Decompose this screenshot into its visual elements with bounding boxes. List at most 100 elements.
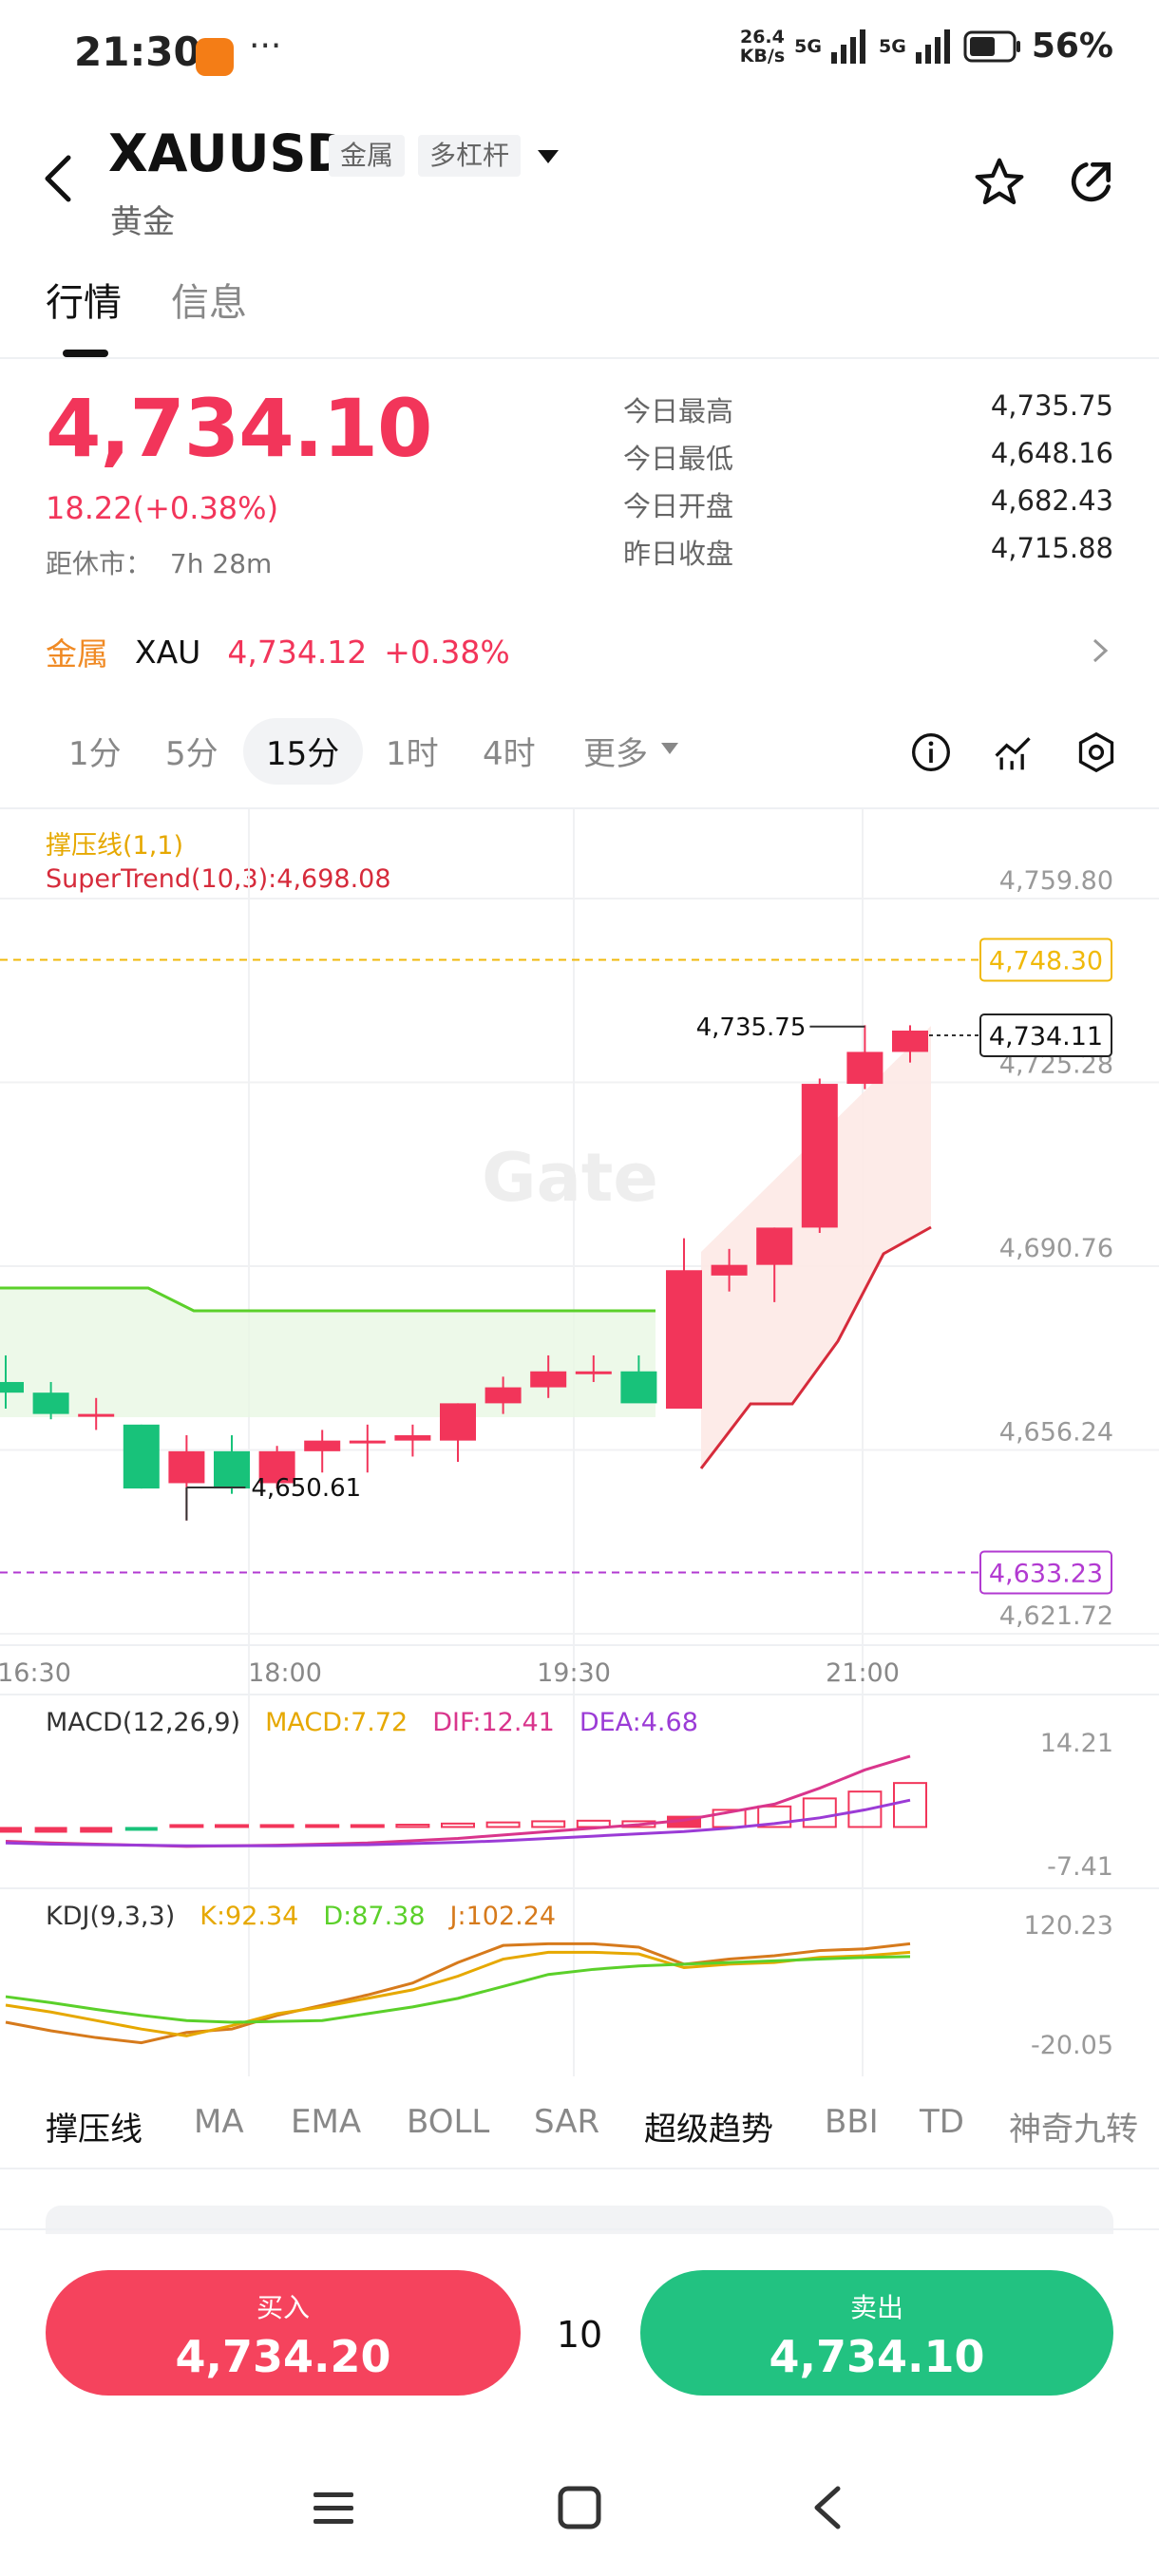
candle-up <box>349 1440 386 1444</box>
ind-tab-support-resistance[interactable]: 撑压线 <box>46 2111 142 2149</box>
battery-percent: 56% <box>1031 27 1113 66</box>
candle-up <box>530 1371 567 1388</box>
supertrend-bull-fill <box>0 1288 656 1417</box>
settings-icon[interactable] <box>1075 731 1117 773</box>
y-tick-label: 4,690.76 <box>999 1234 1113 1263</box>
menu-icon[interactable] <box>312 2487 355 2529</box>
signal-icon <box>831 28 865 64</box>
kdj-k-line <box>5 1950 911 2037</box>
kdj-j-line <box>5 1941 911 2045</box>
kdj-k: K:92.34 <box>200 1902 299 1931</box>
close-label: 距休市： <box>46 548 153 579</box>
back-button[interactable] <box>40 152 87 209</box>
leverage-tag[interactable]: 多杠杆 <box>418 135 522 177</box>
stat-prev-close-label: 昨日收盘 <box>623 538 734 570</box>
ind-tab-sar[interactable]: SAR <box>534 2103 600 2141</box>
candle-up <box>711 1264 748 1276</box>
macd-value: MACD:7.72 <box>265 1708 408 1737</box>
resistance-price-box <box>979 938 1112 982</box>
candle-down <box>0 1381 24 1393</box>
sell-button[interactable]: 卖出 4,734.10 <box>640 2270 1113 2396</box>
metal-tag: 金属 <box>329 135 406 177</box>
net-speed-value: 26.4 <box>739 26 785 47</box>
market-close-countdown: 距休市： 7h 28m <box>46 543 272 581</box>
supertrend-red-line <box>699 1225 932 1469</box>
macd-dea: DEA:4.68 <box>579 1708 698 1737</box>
more-notifications-icon: ··· <box>249 27 282 66</box>
symbol-title: XAUUSD <box>108 123 350 183</box>
ind-tab-boll[interactable]: BOLL <box>407 2103 490 2141</box>
candle-down <box>620 1371 657 1404</box>
tab-info[interactable]: 信息 <box>171 281 247 325</box>
x-tick-label: 18:00 <box>248 1658 322 1688</box>
kdj-d: D:87.38 <box>323 1902 426 1931</box>
macd-hist-bar <box>34 1827 67 1833</box>
ind-tab-td[interactable]: TD <box>920 2103 964 2141</box>
macd-dea-line <box>5 1798 911 1847</box>
last-price-label: 4,734.11 <box>989 1022 1103 1051</box>
spread-value: 10 <box>556 2314 603 2356</box>
macd-hist-bar <box>395 1824 430 1828</box>
macd-hist-bar <box>485 1821 521 1828</box>
candle-up <box>168 1450 205 1484</box>
sell-label: 卖出 <box>849 2292 903 2323</box>
macd-hist-bar <box>305 1824 340 1828</box>
app-notification-icon <box>196 38 234 76</box>
interval-5m[interactable]: 5分 <box>165 735 218 773</box>
kdj-header: KDJ(9,3,3) K:92.34 D:87.38 J:102.24 <box>46 1902 556 1931</box>
price-chart[interactable]: 4,759.804,725.284,690.764,656.244,621.72… <box>0 809 1159 2076</box>
interval-4h[interactable]: 4时 <box>483 735 536 773</box>
battery-icon <box>963 30 1020 62</box>
candle-up <box>394 1435 431 1441</box>
favorite-star-icon[interactable] <box>973 156 1026 209</box>
macd-y-tick: -7.41 <box>1047 1852 1113 1882</box>
ind-tab-supertrend[interactable]: 超级趋势 <box>644 2111 773 2149</box>
interval-15m[interactable]: 15分 <box>266 735 340 773</box>
ind-tab-ma[interactable]: MA <box>194 2103 244 2141</box>
macd-y-tick: 14.21 <box>1040 1729 1113 1758</box>
candle-up <box>666 1270 702 1410</box>
info-icon[interactable] <box>910 731 952 773</box>
stat-prev-close-value: 4,715.88 <box>990 532 1113 564</box>
share-icon[interactable] <box>1064 156 1117 209</box>
tab-market[interactable]: 行情 <box>46 281 122 325</box>
interval-1h[interactable]: 1时 <box>386 735 439 773</box>
interval-divider <box>0 807 1159 809</box>
leverage-dropdown-icon[interactable] <box>538 150 559 165</box>
price-change: 18.22(+0.38%) <box>46 490 279 526</box>
back-nav-icon[interactable] <box>809 2485 844 2530</box>
interval-more[interactable]: 更多 <box>583 735 648 773</box>
home-icon[interactable] <box>557 2485 602 2530</box>
ind-tab-ema[interactable]: EMA <box>291 2103 362 2141</box>
ind-tab-bbi[interactable]: BBI <box>825 2103 879 2141</box>
metal-row[interactable]: 金属 XAU 4,734.12 +0.38% <box>46 629 510 674</box>
kdj-d-line <box>5 1955 911 2024</box>
net-speed: 26.4 KB/s <box>740 28 785 66</box>
stat-low-value: 4,648.16 <box>990 437 1113 469</box>
ind-tab-magic-nine[interactable]: 神奇九转 <box>1009 2111 1138 2149</box>
kdj-y-tick: -20.05 <box>1031 2031 1113 2060</box>
candle-down <box>32 1392 69 1414</box>
indicator-icon[interactable] <box>992 731 1036 773</box>
interval-1m[interactable]: 1分 <box>68 735 122 773</box>
supertrend-label: SuperTrend(10,3):4,698.08 <box>46 864 391 894</box>
indicator-tabs-divider <box>0 2168 1159 2169</box>
support-price-box <box>979 1550 1112 1595</box>
candle-up <box>78 1413 115 1417</box>
x-tick-label: 16:30 <box>0 1658 71 1688</box>
kdj-j: J:102.24 <box>449 1902 557 1931</box>
y-tick-label: 4,656.24 <box>999 1418 1113 1448</box>
status-time: 21:30 <box>74 28 201 75</box>
chevron-right-icon[interactable] <box>1091 636 1110 665</box>
symbol-subname: 黄金 <box>110 203 175 241</box>
macd-hist-bar <box>80 1827 113 1833</box>
macd-dif: DIF:12.41 <box>432 1708 555 1737</box>
buy-button[interactable]: 买入 4,734.20 <box>46 2270 521 2396</box>
macd-hist-bar <box>802 1797 837 1828</box>
signal-icon-2 <box>915 28 950 64</box>
interval-active-pill <box>243 718 363 785</box>
interval-more-chevron-icon[interactable] <box>661 743 678 756</box>
kdj-y-tick: 120.23 <box>1024 1911 1113 1941</box>
support-resistance-label: 撑压线(1,1) <box>46 831 184 861</box>
low-marker-label: 4,650.61 <box>251 1474 361 1503</box>
